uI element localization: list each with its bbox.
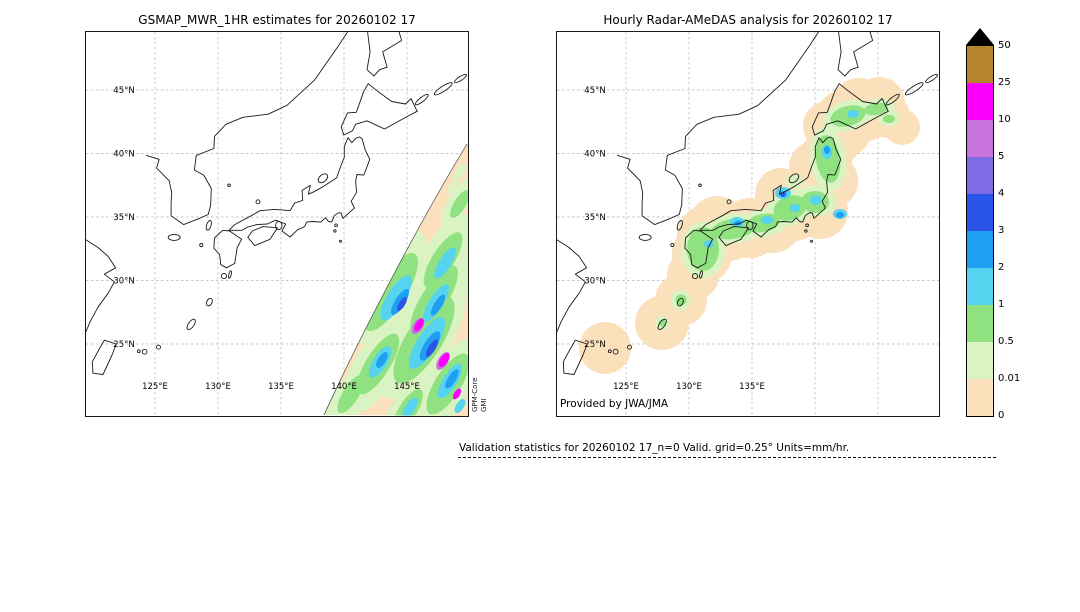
lat-tick-label: 45°N <box>584 86 605 96</box>
lat-tick-label: 45°N <box>113 86 134 96</box>
lat-tick-label: 40°N <box>584 150 605 160</box>
validation-statistics-text: Validation statistics for 20260102 17_n=… <box>459 442 850 454</box>
colorbar-tick-label: 1 <box>998 299 1005 310</box>
gsmap-axis-labels: 45°N 40°N 35°N 30°N 25°N 125°E 130°E 135… <box>113 86 420 392</box>
colorbar-tick-label: 0.01 <box>998 373 1021 384</box>
rain-area-3-4 <box>397 297 439 357</box>
colorbar-tick-label: 10 <box>998 114 1011 125</box>
radar-axis-labels: 45°N 40°N 35°N 30°N 25°N 125°E 130°E 135… <box>584 86 765 392</box>
colorbar-segment <box>967 268 993 305</box>
lat-tick-label: 30°N <box>584 277 605 287</box>
left-panel-title: GSMAP_MWR_1HR estimates for 20260102 17 <box>138 13 416 27</box>
colorbar-segment <box>967 157 993 194</box>
lat-tick-label: 35°N <box>584 213 605 223</box>
data-credit: Provided by JWA/JMA <box>560 398 669 410</box>
lat-tick-label: 35°N <box>113 213 134 223</box>
lon-tick-label: 125°E <box>142 382 168 392</box>
colorbar-segment <box>967 46 993 83</box>
colorbar <box>966 45 994 417</box>
right-panel-title: Hourly Radar-AMeDAS analysis for 2026010… <box>603 13 893 27</box>
lon-tick-label: 135°E <box>739 382 765 392</box>
validation-dashed-line <box>458 457 996 458</box>
lat-tick-label: 25°N <box>113 340 134 350</box>
lon-tick-label: 135°E <box>268 382 294 392</box>
lon-tick-label: 130°E <box>676 382 702 392</box>
colorbar-segment <box>967 231 993 268</box>
sensor-watermark-line2: GMI <box>480 398 488 412</box>
colorbar-over-range-triangle <box>966 28 994 45</box>
lon-tick-label: 140°E <box>331 382 357 392</box>
swath-boundary-line <box>323 143 468 416</box>
lat-tick-label: 30°N <box>113 277 134 287</box>
sensor-watermark-line1: GPM-Core <box>471 377 479 412</box>
radar-amedas-map: 45°N 40°N 35°N 30°N 25°N 125°E 130°E 135… <box>557 32 939 416</box>
colorbar-segment <box>967 120 993 157</box>
radar-rain-3-4 <box>781 193 785 197</box>
lon-tick-label: 125°E <box>613 382 639 392</box>
colorbar-tick-label: 4 <box>998 188 1005 199</box>
lat-tick-label: 25°N <box>584 340 605 350</box>
gsmap-map: 45°N 40°N 35°N 30°N 25°N 125°E 130°E 135… <box>86 32 468 416</box>
lat-tick-label: 40°N <box>113 150 134 160</box>
colorbar-tick-label: 2 <box>998 262 1005 273</box>
lon-tick-label: 145°E <box>394 382 420 392</box>
lon-tick-label: 130°E <box>205 382 231 392</box>
sensor-watermark: GPM-Core GMI <box>471 378 489 412</box>
colorbar-tick-label: 5 <box>998 151 1005 162</box>
colorbar-tick-label: 50 <box>998 40 1011 51</box>
colorbar-segment <box>967 194 993 231</box>
colorbar-segment <box>967 305 993 342</box>
colorbar-segment <box>967 342 993 379</box>
colorbar-tick-label: 0 <box>998 410 1005 421</box>
colorbar-tick-label: 3 <box>998 225 1005 236</box>
colorbar-tick-label: 25 <box>998 77 1011 88</box>
radar-rain-2-3 <box>734 146 844 226</box>
colorbar-tick-label: 0.5 <box>998 336 1014 347</box>
colorbar-segment <box>967 83 993 120</box>
radar-amedas-map-panel: 45°N 40°N 35°N 30°N 25°N 125°E 130°E 135… <box>556 31 940 417</box>
gsmap-map-panel: 45°N 40°N 35°N 30°N 25°N 125°E 130°E 135… <box>85 31 469 417</box>
colorbar-segment <box>967 379 993 416</box>
